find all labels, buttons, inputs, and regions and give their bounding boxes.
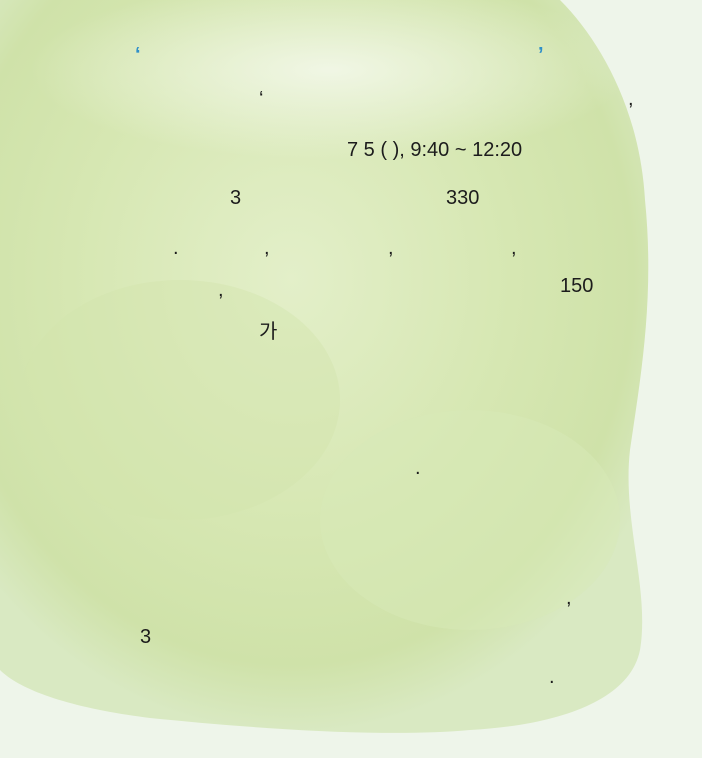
number-text: 330 (446, 187, 480, 209)
number-text: 3 (230, 187, 242, 209)
hangul-text: 가 (259, 321, 278, 343)
comma: , (511, 237, 517, 259)
comma: , (628, 88, 634, 110)
event-date-time: 7 5 ( ), 9:40 ~ 12:20 (347, 139, 523, 161)
number-text: 150 (560, 275, 594, 297)
open-quote-accent: ‘ (135, 44, 141, 66)
comma: , (566, 587, 572, 609)
comma: , (388, 237, 394, 259)
period: . (415, 457, 421, 479)
comma: , (218, 279, 224, 301)
period: . (173, 237, 179, 259)
comma: , (264, 237, 270, 259)
number-text: 3 (140, 626, 152, 648)
open-quote: ‘ (259, 88, 264, 110)
period: . (549, 666, 555, 688)
close-quote-accent: ’ (538, 44, 544, 66)
